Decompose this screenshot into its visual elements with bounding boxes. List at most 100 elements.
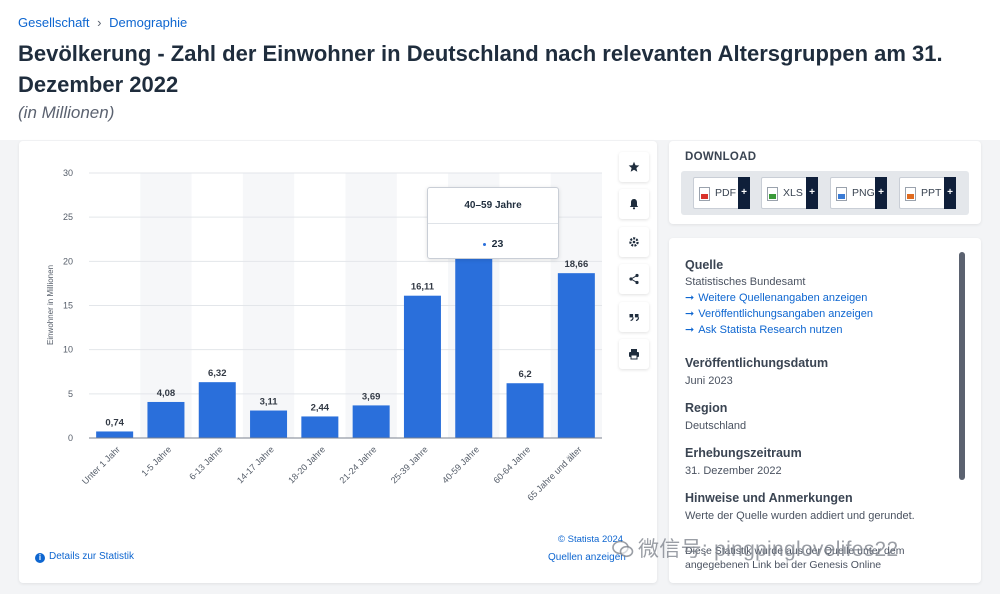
y-tick-label: 20 (63, 256, 73, 266)
link-more-sources-label: Weitere Quellenangaben anzeigen (698, 292, 868, 304)
settings-button[interactable] (619, 227, 649, 257)
y-tick-label: 15 (63, 301, 73, 311)
bar[interactable] (403, 295, 441, 438)
region-section: Region Deutschland (685, 401, 746, 432)
y-tick-label: 10 (63, 345, 73, 355)
link-ask-research[interactable]: ➞ Ask Statista Research nutzen (685, 323, 873, 336)
notification-button[interactable] (619, 189, 649, 219)
notes-continued-text: Diese Statistik wurde aus der Quelle unt… (685, 545, 905, 571)
share-icon (629, 273, 639, 285)
plus-icon: + (806, 177, 818, 209)
tooltip-value: 23 (491, 238, 504, 250)
plus-icon: + (944, 177, 956, 209)
x-tick-label: 14-17 Jahre (235, 444, 276, 485)
bar-value-label: 4,08 (157, 388, 176, 399)
y-tick-label: 30 (63, 168, 73, 178)
watermark-text: 微信号: pingpinglovelifes22 (638, 538, 899, 561)
download-ppt-button[interactable]: PPT + (899, 177, 956, 209)
y-tick-label: 0 (68, 433, 73, 443)
survey-period-value: 31. Dezember 2022 (685, 465, 782, 477)
bar[interactable] (250, 410, 288, 438)
details-label: Details zur Statistik (49, 551, 135, 562)
sources-link[interactable]: Quellen anzeigen (548, 552, 626, 563)
link-more-sources[interactable]: ➞ Weitere Quellenangaben anzeigen (685, 291, 873, 304)
arrow-right-icon: ➞ (685, 324, 695, 336)
page-subtitle: (in Millionen) (18, 103, 115, 122)
x-tick-label: 1-5 Jahre (139, 444, 173, 478)
breadcrumb-separator: › (97, 15, 102, 30)
x-tick-label: 65 Jahre und älter (525, 444, 583, 502)
wechat-icon (612, 540, 634, 558)
notes-heading: Hinweise und Anmerkungen (685, 491, 853, 505)
x-tick-label: 6-13 Jahre (187, 444, 224, 481)
bar[interactable] (96, 431, 134, 438)
share-button[interactable] (619, 264, 649, 294)
bar-value-label: 0,74 (105, 417, 124, 428)
bar-value-label: 6,2 (518, 369, 531, 380)
tooltip-value-row: 23 (428, 238, 558, 250)
scrollbar[interactable] (959, 252, 965, 480)
download-png-button[interactable]: PNG + (830, 177, 887, 209)
download-title: DOWNLOAD (685, 151, 757, 163)
publication-date-section: Veröffentlichungsdatum Juni 2023 (685, 356, 828, 387)
breadcrumb-link-gesellschaft[interactable]: Gesellschaft (18, 15, 90, 30)
png-file-icon (836, 187, 847, 201)
gear-icon (629, 237, 639, 247)
bar[interactable] (198, 382, 236, 438)
print-button[interactable] (619, 339, 649, 369)
x-tick-label: 40-59 Jahre (440, 444, 481, 485)
tooltip-divider (428, 223, 558, 224)
download-panel: DOWNLOAD PDF + XLS + PNG + PPT + (669, 141, 981, 224)
link-publication-details-label: Veröffentlichungsangaben anzeigen (698, 308, 873, 320)
y-tick-label: 5 (68, 389, 73, 399)
cite-button[interactable] (619, 302, 649, 332)
quote-icon (629, 314, 640, 322)
source-section: Quelle Statistisches Bundesamt ➞ Weitere … (685, 258, 873, 336)
watermark: 微信号: pingpinglovelifes22 (612, 533, 899, 563)
favorite-button[interactable] (619, 152, 649, 182)
plus-icon: + (738, 177, 750, 209)
xls-file-icon (767, 187, 778, 201)
tooltip-dot-icon (482, 242, 486, 246)
source-name: Statistisches Bundesamt (685, 276, 806, 288)
tooltip-title: 40–59 Jahre (464, 200, 522, 211)
details-link[interactable]: i Details zur Statistik (35, 551, 134, 563)
info-icon: i (35, 553, 45, 563)
chart-tooltip: 40–59 Jahre 23 (427, 187, 559, 259)
region-value: Deutschland (685, 420, 747, 432)
x-tick-label: 60-64 Jahre (491, 444, 532, 485)
bar-value-label: 3,11 (260, 397, 279, 408)
bar[interactable] (557, 273, 595, 438)
bar[interactable] (506, 383, 544, 438)
y-axis-label: Einwohner in Millionen (46, 265, 55, 345)
bar-chart[interactable]: 0 5 10 15 20 25 30 Einwohner in Millionen 0,74… (19, 141, 657, 583)
bar-value-label: 18,66 (564, 259, 588, 270)
bar-value-label: 3,69 (362, 391, 381, 402)
page-title: Bevölkerung - Zahl der Einwohner in Deut… (18, 41, 943, 97)
bell-icon (629, 199, 639, 210)
download-button-bar: PDF + XLS + PNG + PPT + (681, 171, 969, 215)
bar-value-label: 6,32 (208, 368, 227, 379)
download-xls-button[interactable]: XLS + (761, 177, 818, 209)
bar[interactable] (301, 416, 339, 438)
copyright-link[interactable]: © Statista 2024 (558, 534, 624, 545)
region-heading: Region (685, 401, 728, 415)
pdf-file-icon (699, 187, 710, 201)
arrow-right-icon: ➞ (685, 292, 695, 304)
link-publication-details[interactable]: ➞ Veröffentlichungsangaben anzeigen (685, 307, 873, 320)
bar[interactable] (455, 234, 493, 438)
bar[interactable] (147, 401, 185, 438)
header-area: Gesellschaft › Demographie Bevölkerung -… (0, 0, 1000, 140)
chart-card: 0 5 10 15 20 25 30 Einwohner in Millionen 0,74… (19, 141, 657, 583)
bar[interactable] (352, 405, 390, 438)
publication-date-value: Juni 2023 (685, 375, 733, 387)
notes-value: Werte der Quelle wurden addiert und geru… (685, 510, 915, 522)
download-pdf-button[interactable]: PDF + (693, 177, 750, 209)
y-tick-label: 25 (63, 212, 73, 222)
download-ppt-label: PPT (921, 187, 942, 199)
breadcrumb: Gesellschaft › Demographie (18, 15, 187, 30)
bar-value-label: 2,44 (311, 402, 330, 413)
breadcrumb-link-demographie[interactable]: Demographie (109, 15, 188, 30)
x-tick-label: 21-24 Jahre (338, 444, 379, 485)
survey-period-heading: Erhebungszeitraum (685, 446, 802, 460)
